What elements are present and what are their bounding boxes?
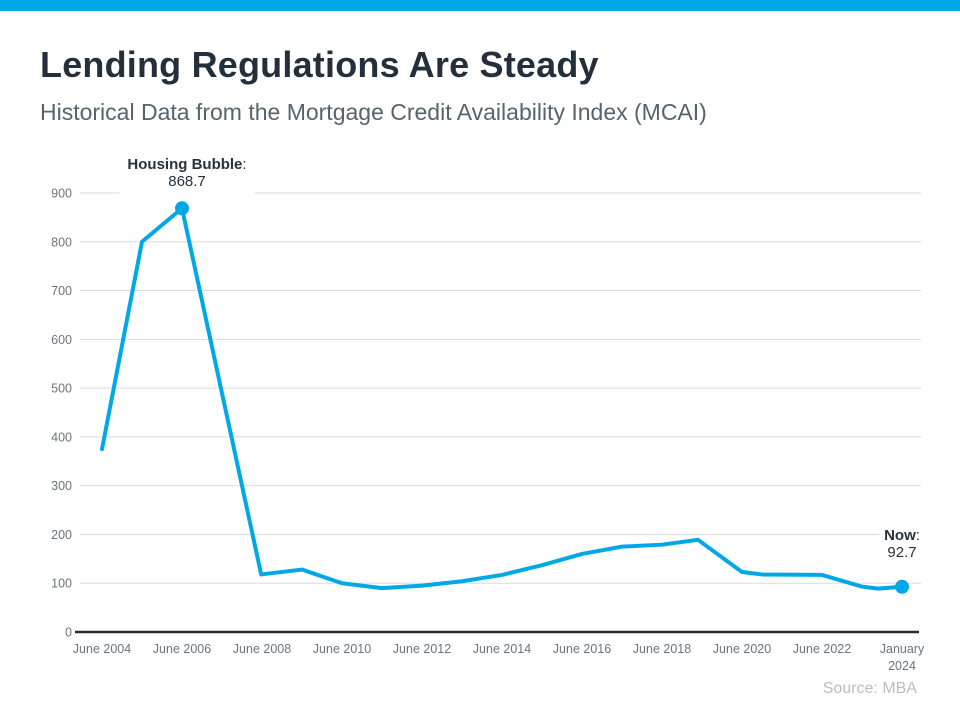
- x-axis-tick-label: June 2004: [73, 642, 131, 656]
- x-axis-tick-label: June 2018: [633, 642, 691, 656]
- y-axis-tick-label: 100: [51, 577, 72, 591]
- x-axis-tick-label: June 2020: [713, 642, 771, 656]
- y-axis-tick-label: 200: [51, 528, 72, 542]
- top-accent-bar: [0, 0, 960, 11]
- data-point-marker: [895, 579, 909, 594]
- y-axis-tick-label: 400: [51, 430, 72, 444]
- y-axis-tick-label: 800: [51, 235, 72, 249]
- x-axis-tick-label: June 2008: [233, 642, 291, 656]
- y-axis-tick-label: 600: [51, 333, 72, 347]
- data-point-marker: [175, 201, 189, 216]
- source-label: Source: MBA: [822, 680, 917, 697]
- annotation-housing-bubble: Housing Bubble: 868.7: [119, 156, 255, 195]
- x-axis-tick-label: June 2006: [153, 642, 211, 656]
- y-axis-tick-label: 900: [51, 187, 72, 201]
- y-axis-tick-label: 700: [51, 284, 72, 298]
- annotation-now-value: 92.7: [887, 544, 917, 561]
- y-axis-tick-label: 0: [65, 626, 72, 640]
- y-axis-tick-label: 500: [51, 382, 72, 396]
- x-axis-tick-label: June 2016: [553, 642, 611, 656]
- page-title: Lending Regulations Are Steady: [40, 44, 599, 85]
- x-axis-tick-label: January 2024: [880, 642, 925, 673]
- page-subtitle: Historical Data from the Mortgage Credit…: [40, 99, 707, 125]
- annotation-housing-bubble-value: 868.7: [168, 173, 206, 190]
- x-axis-tick-label: June 2012: [393, 642, 451, 656]
- annotation-housing-bubble-label: Housing Bubble:: [127, 156, 247, 173]
- x-axis-tick-label: June 2014: [473, 642, 531, 656]
- annotation-now: Now: 92.7: [879, 527, 925, 563]
- x-axis-tick-label: June 2022: [793, 642, 851, 656]
- annotation-now-label: Now:: [884, 527, 920, 544]
- y-axis-tick-label: 300: [51, 479, 72, 493]
- chart-line: [100, 206, 904, 591]
- x-axis-tick-label: June 2010: [313, 642, 371, 656]
